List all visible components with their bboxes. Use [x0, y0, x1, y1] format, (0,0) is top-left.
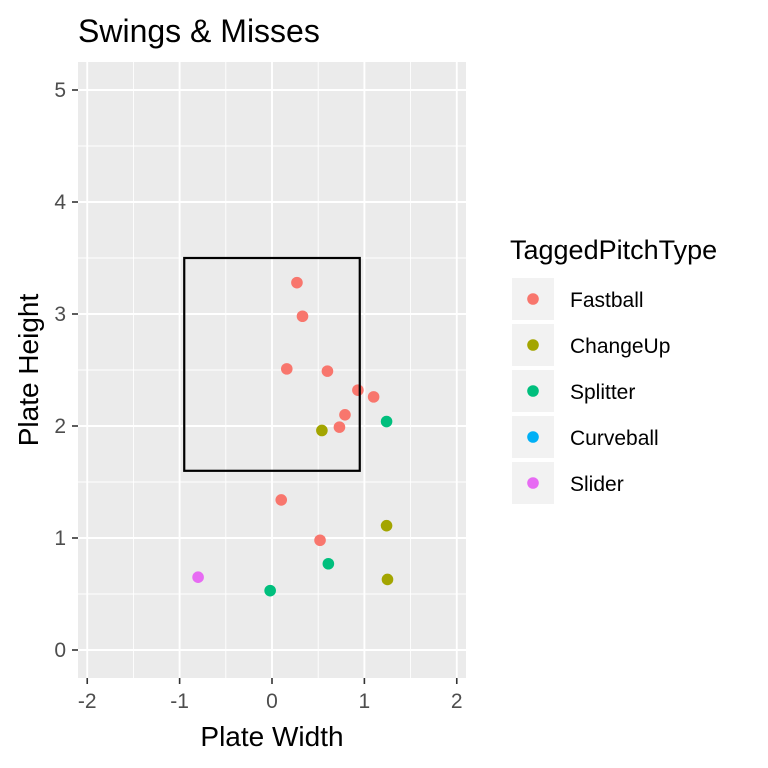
- point-changeup: [316, 424, 328, 437]
- point-slider: [192, 571, 204, 583]
- y-tick-label: 4: [54, 191, 66, 214]
- y-tick-label: 0: [54, 639, 66, 662]
- point-fastball: [296, 310, 309, 323]
- x-tick-label: 0: [266, 690, 278, 713]
- legend-marker-changeup: [527, 339, 539, 351]
- y-tick-label: 5: [54, 79, 66, 102]
- x-tick-label: -2: [78, 690, 97, 713]
- point-fastball: [352, 384, 364, 396]
- point-splitter: [322, 557, 335, 570]
- major-gridlines: [78, 62, 466, 678]
- legend-marker-curveball: [527, 431, 539, 443]
- x-axis: -2 -1 0 1 2: [78, 678, 463, 713]
- x-tick-label: 2: [451, 690, 463, 713]
- legend-label-curveball: Curveball: [570, 427, 659, 450]
- minor-gridlines: [78, 62, 466, 678]
- y-axis-title: Plate Height: [13, 294, 44, 447]
- legend-items: Fastball ChangeUp Splitter Curveball Slider: [512, 278, 670, 504]
- legend-marker-splitter: [527, 385, 539, 397]
- legend-label-slider: Slider: [570, 473, 624, 496]
- legend-marker-fastball: [527, 293, 539, 305]
- x-tick-label: -1: [170, 690, 189, 713]
- point-splitter: [380, 415, 393, 428]
- legend-label-changeup: ChangeUp: [570, 335, 670, 358]
- chart-title: Swings & Misses: [78, 13, 320, 49]
- legend-marker-slider: [527, 477, 539, 489]
- point-changeup: [381, 573, 394, 586]
- y-tick-label: 3: [54, 303, 66, 326]
- point-splitter: [264, 584, 276, 597]
- y-axis: 0 1 2 3 4 5: [54, 79, 78, 662]
- legend-label-fastball: Fastball: [570, 289, 644, 312]
- x-axis-title: Plate Width: [200, 721, 343, 752]
- y-tick-label: 1: [54, 527, 66, 550]
- strike-zone-box: [183, 256, 361, 472]
- point-fastball: [291, 276, 303, 289]
- legend: TaggedPitchType Fastball ChangeUp Splitter…: [510, 235, 717, 504]
- point-fastball: [321, 365, 334, 377]
- point-fastball: [314, 534, 326, 547]
- point-changeup: [380, 519, 393, 532]
- legend-label-splitter: Splitter: [570, 381, 635, 404]
- legend-title: TaggedPitchType: [510, 235, 717, 265]
- point-fastball: [367, 391, 380, 403]
- point-fastball: [275, 494, 288, 506]
- x-tick-label: 1: [359, 690, 371, 713]
- y-tick-label: 2: [54, 415, 66, 438]
- point-fastball: [280, 363, 293, 375]
- point-fastball: [333, 421, 346, 433]
- point-fastball: [339, 409, 351, 421]
